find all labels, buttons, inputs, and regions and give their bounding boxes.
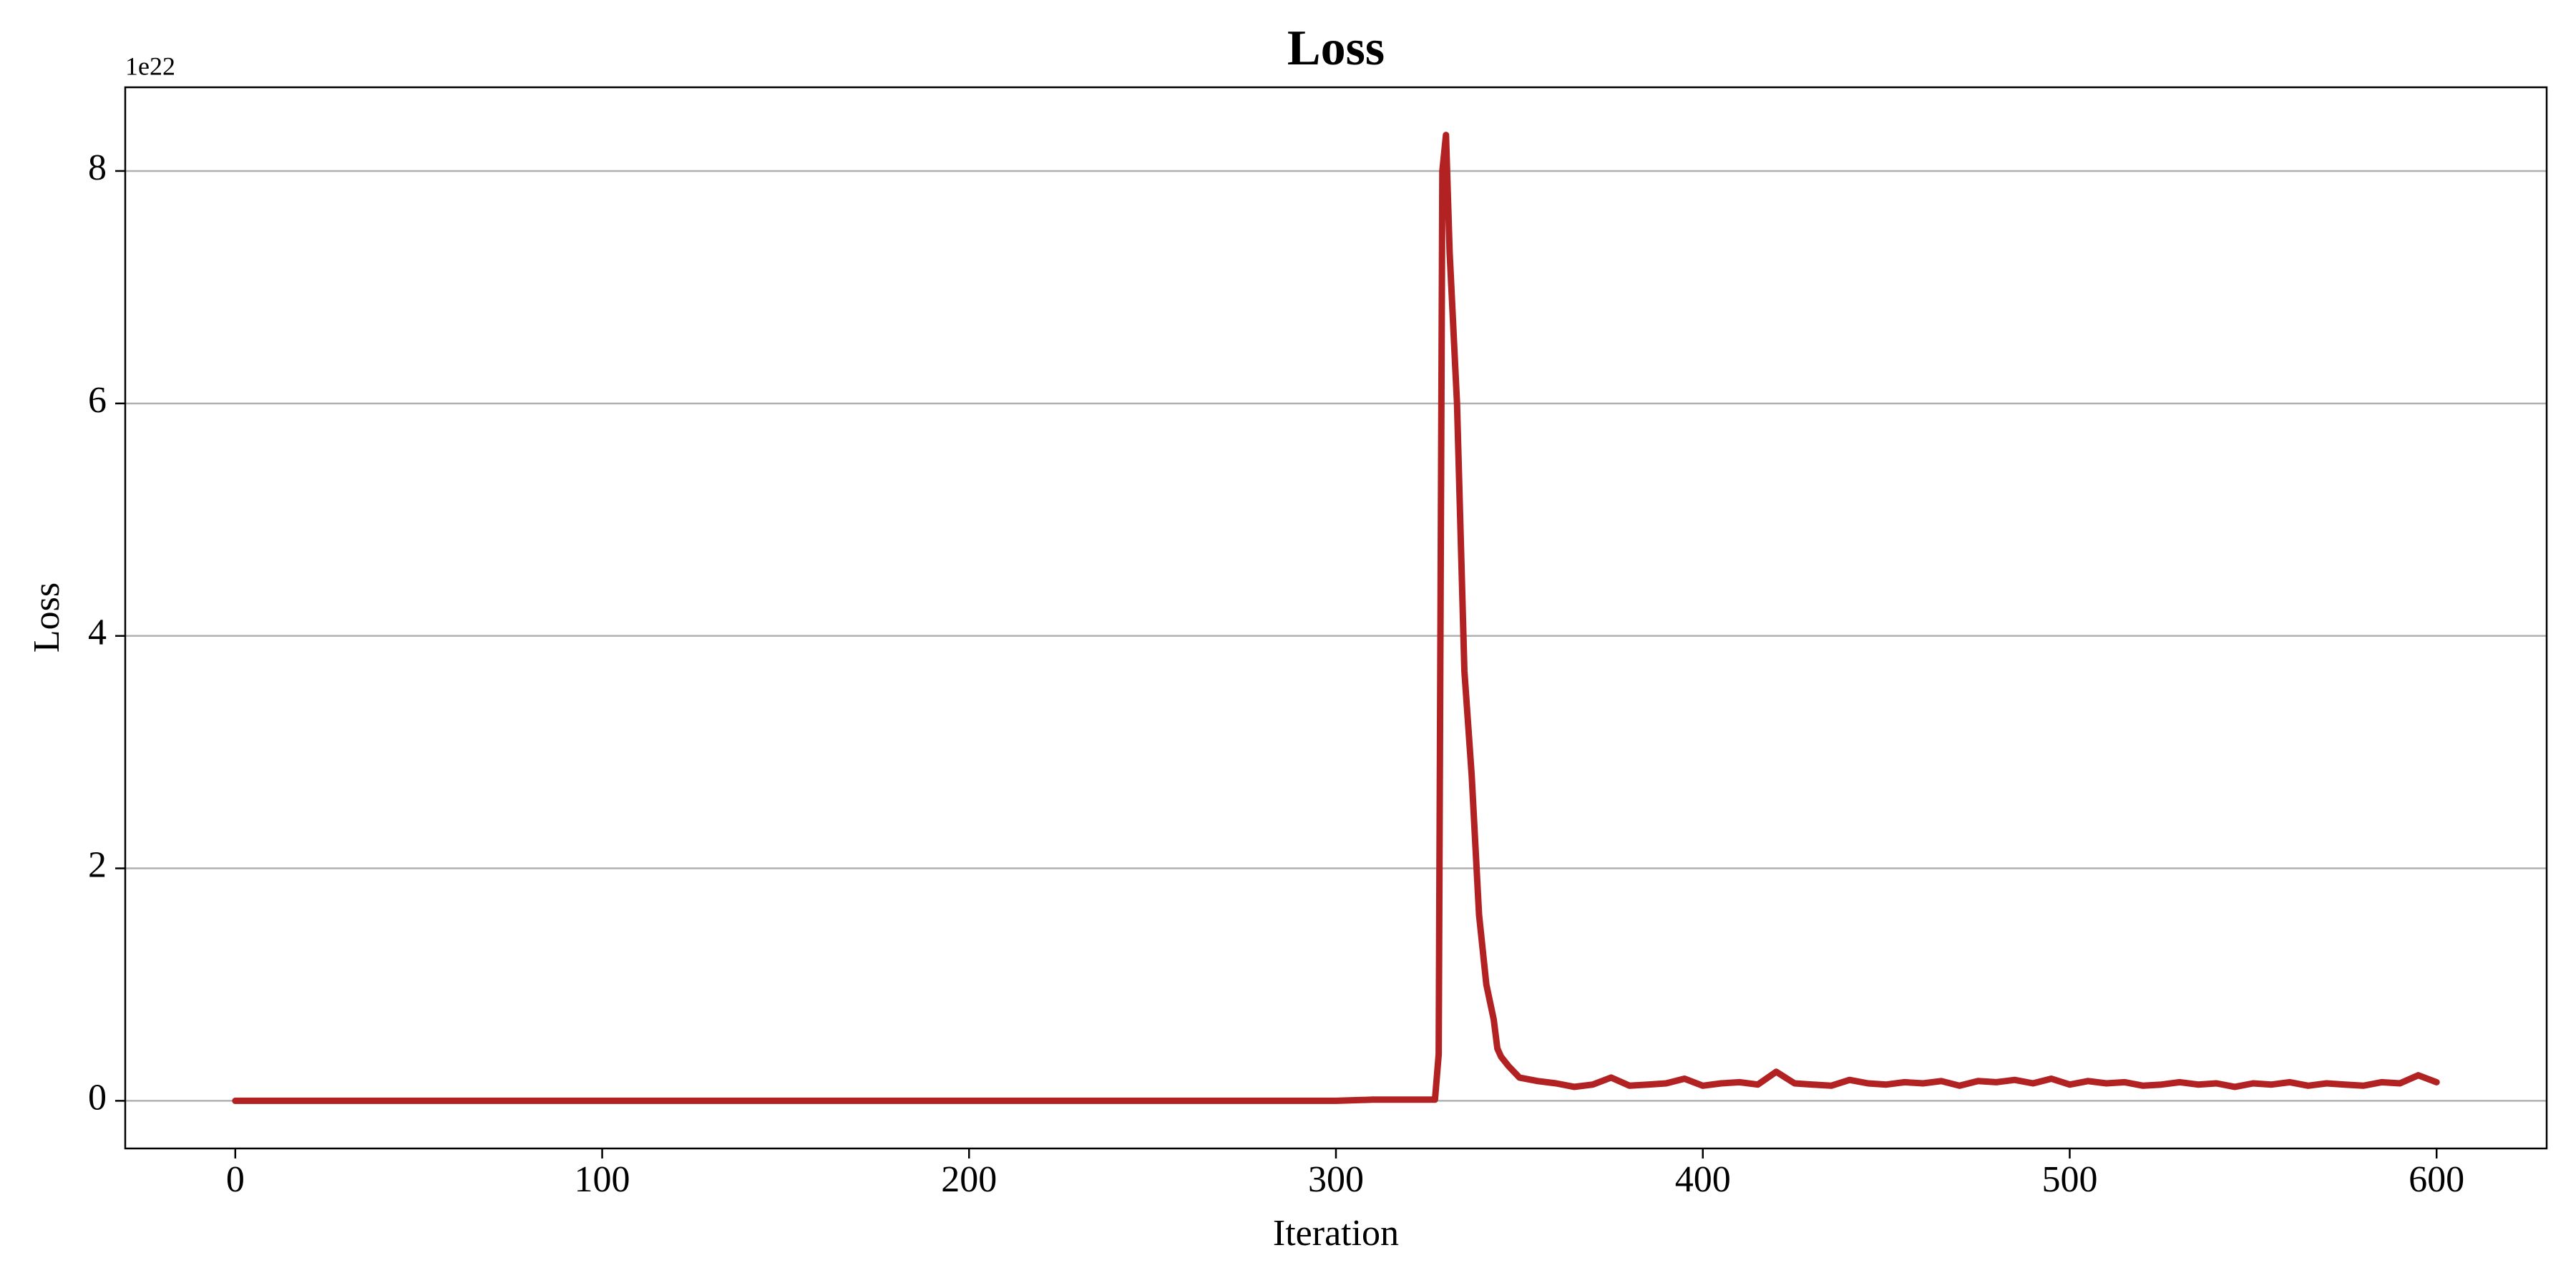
y-offset-label: 1e22 [125,52,175,80]
x-tick-label: 100 [575,1159,630,1200]
x-tick-label: 600 [2409,1159,2464,1200]
line-series [232,132,2440,1104]
y-tick-label: 4 [88,613,107,653]
y-tick-label: 8 [88,147,107,188]
x-tick-label: 500 [2041,1159,2097,1200]
x-tick-label: 400 [1675,1159,1731,1200]
x-tick-label: 200 [941,1159,997,1200]
y-axis-label: Loss [26,582,67,653]
x-tick-label: 0 [226,1159,245,1200]
y-tick-label: 2 [88,844,107,885]
x-tick-label: 300 [1308,1159,1364,1200]
x-axis-label: Iteration [1273,1213,1399,1254]
y-tick-label: 6 [88,380,107,421]
chart-title: Loss [1287,21,1385,76]
plot-frame [124,86,2548,1150]
y-tick-label: 0 [88,1077,107,1118]
